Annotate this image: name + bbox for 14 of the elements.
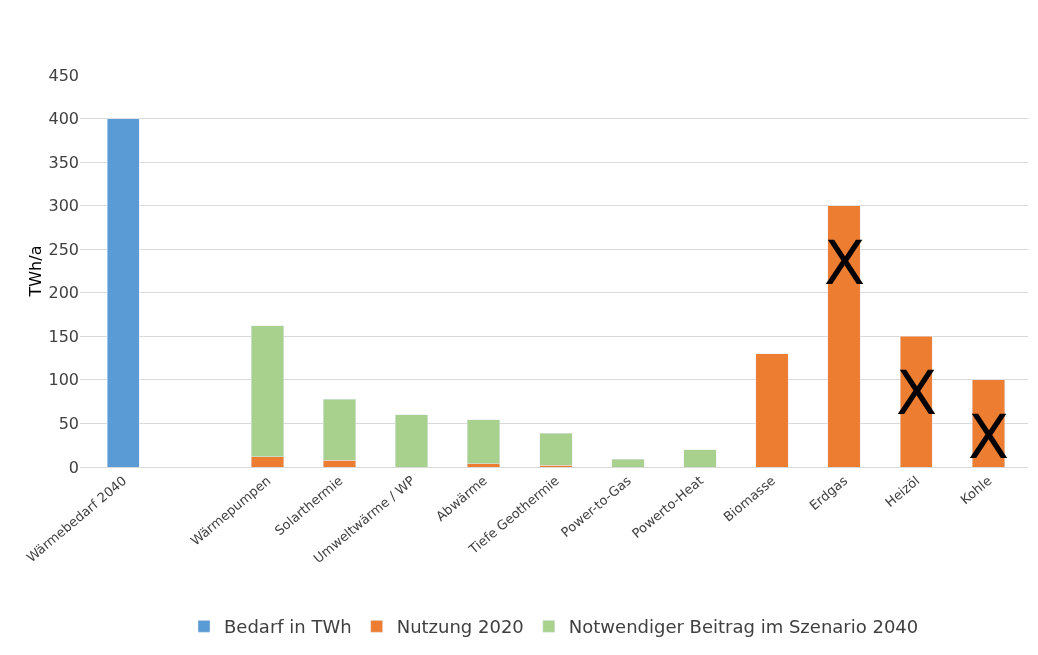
y-tick-label: 450 — [48, 65, 79, 85]
y-tick-label: 0 — [68, 457, 79, 477]
y-tick-label: 350 — [48, 152, 79, 172]
legend-label: Nutzung 2020 — [396, 616, 524, 638]
legend-label: Bedarf in TWh — [224, 616, 352, 638]
y-axis-title: TWh/a — [26, 245, 46, 298]
y-tick-label: 250 — [48, 239, 79, 259]
legend-label: Notwendiger Beitrag im Szenario 2040 — [568, 616, 919, 638]
y-tick-label: 100 — [48, 370, 79, 390]
y-tick-label: 400 — [48, 109, 79, 129]
y-tick-label: 150 — [48, 326, 79, 346]
y-tick-label: 50 — [58, 414, 79, 434]
y-tick-label: 200 — [48, 283, 79, 303]
y-tick-label: 300 — [48, 196, 79, 216]
